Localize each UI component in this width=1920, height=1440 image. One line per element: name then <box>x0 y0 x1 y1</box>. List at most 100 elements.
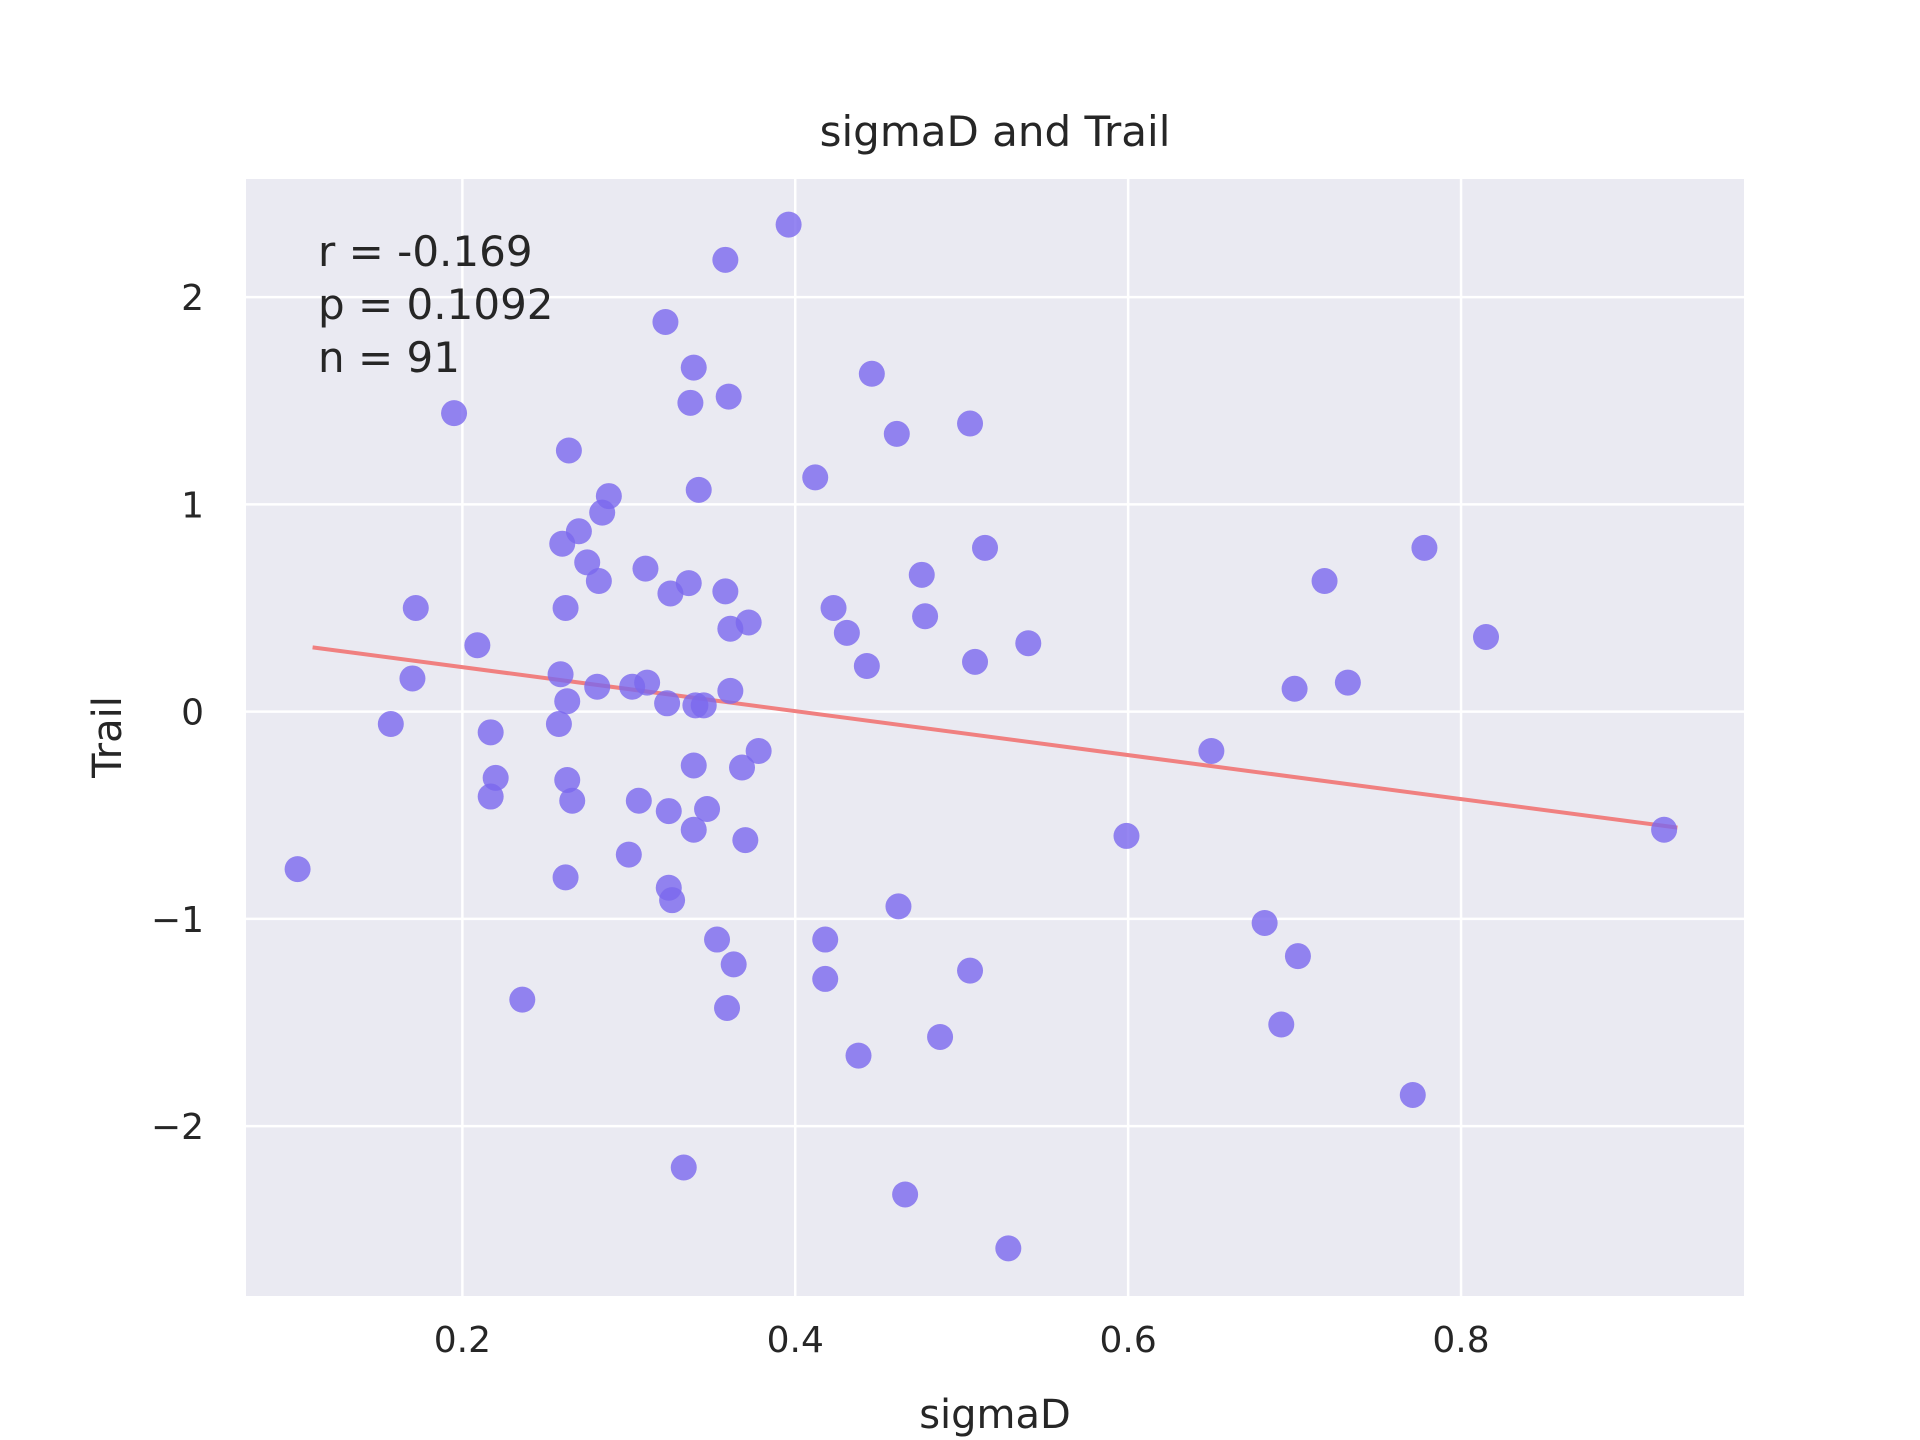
scatter-point <box>477 719 504 746</box>
scatter-point <box>845 1042 872 1069</box>
scatter-point <box>1473 623 1500 650</box>
scatter-point <box>402 594 429 621</box>
y-axis-label: Trail <box>85 696 131 779</box>
scatter-point <box>720 951 747 978</box>
stat-line: n = 91 <box>318 333 460 382</box>
scatter-point <box>657 580 684 607</box>
scatter-point <box>892 1181 919 1208</box>
scatter-point <box>714 994 741 1021</box>
scatter-point <box>670 1154 697 1181</box>
scatter-point <box>927 1023 954 1050</box>
scatter-point <box>858 360 885 387</box>
regression-line-group <box>312 645 1678 830</box>
scatter-point <box>883 420 910 447</box>
scatter-point <box>549 530 576 557</box>
y-tick-label: −1 <box>151 900 204 941</box>
scatter-point <box>652 308 679 335</box>
scatter-point <box>908 561 935 588</box>
scatter-point <box>1311 568 1338 595</box>
stat-line: r = -0.169 <box>318 227 533 276</box>
x-tick-label: 0.6 <box>1100 1320 1157 1361</box>
y-tick-label: 0 <box>181 693 204 734</box>
scatter-point <box>972 534 999 561</box>
scatter-point <box>732 827 759 854</box>
scatter-point <box>585 568 612 595</box>
scatter-point <box>1268 1011 1295 1038</box>
scatter-point <box>1284 943 1311 970</box>
scatter-point <box>625 787 652 814</box>
scatter-point <box>694 795 721 822</box>
scatter-point <box>677 389 704 416</box>
x-tick-label: 0.8 <box>1432 1320 1489 1361</box>
scatter-point <box>1281 675 1308 702</box>
scatter-point <box>853 653 880 680</box>
scatter-point <box>712 578 739 605</box>
scatter-point <box>685 476 712 503</box>
scatter-point <box>712 246 739 273</box>
stat-line: p = 0.1092 <box>318 280 554 329</box>
scatter-point <box>1334 669 1361 696</box>
scatter-point <box>833 619 860 646</box>
scatter-point <box>1411 534 1438 561</box>
scatter-point <box>995 1235 1022 1262</box>
y-tick-label: −2 <box>151 1107 204 1148</box>
scatter-point <box>812 965 839 992</box>
scatter-point <box>912 603 939 630</box>
scatter-point <box>377 711 404 738</box>
scatter-point <box>399 665 426 692</box>
scatter-point <box>632 555 659 582</box>
scatter-point <box>554 688 581 715</box>
scatter-point <box>820 594 847 621</box>
scatter-point <box>957 957 984 984</box>
scatter-point <box>659 887 686 914</box>
scatter-point <box>715 383 742 410</box>
scatter-point <box>1113 822 1140 849</box>
scatter-point <box>704 926 731 953</box>
scatter-point <box>552 594 579 621</box>
scatter-point <box>654 690 681 717</box>
scatter-point <box>509 986 536 1013</box>
scatter-point <box>1251 909 1278 936</box>
scatter-point <box>552 864 579 891</box>
scatter-point <box>745 737 772 764</box>
x-tick-label: 0.2 <box>434 1320 491 1361</box>
x-axis-label: sigmaD <box>919 1392 1071 1438</box>
x-axis-ticks: 0.2 0.4 0.6 0.8 <box>434 1320 1490 1361</box>
scatter-point <box>619 673 646 700</box>
scatter-point <box>545 711 572 738</box>
scatter-point <box>554 766 581 793</box>
scatter-point <box>589 499 616 526</box>
x-tick-label: 0.4 <box>767 1320 824 1361</box>
scatter-point <box>690 692 717 719</box>
y-tick-label: 1 <box>181 485 204 526</box>
regression-line <box>312 645 1678 830</box>
scatter-point <box>717 677 744 704</box>
scatter-point <box>555 437 582 464</box>
scatter-point <box>284 856 311 883</box>
scatter-point <box>885 893 912 920</box>
scatter-point <box>1198 737 1225 764</box>
scatter-point <box>680 354 707 381</box>
scatter-point <box>559 787 586 814</box>
scatter-point <box>547 661 574 688</box>
scatter-point <box>441 400 468 427</box>
scatter-point <box>680 816 707 843</box>
scatter-point <box>655 798 682 825</box>
scatter-point <box>812 926 839 953</box>
scatter-point <box>680 752 707 779</box>
scatter-point <box>729 754 756 781</box>
scatter-point <box>574 549 601 576</box>
scatter-point <box>615 841 642 868</box>
y-axis-ticks: −2 −1 0 1 2 <box>151 278 204 1148</box>
scatter-point <box>957 410 984 437</box>
scatter-point <box>775 211 802 238</box>
chart-title: sigmaD and Trail <box>820 107 1171 156</box>
scatter-point <box>584 673 611 700</box>
scatter-point <box>717 615 744 642</box>
y-tick-label: 2 <box>181 278 204 319</box>
scatter-point <box>477 783 504 810</box>
scatter-point <box>802 464 829 491</box>
grid-lines <box>246 179 1744 1296</box>
scatter-point <box>1651 816 1678 843</box>
